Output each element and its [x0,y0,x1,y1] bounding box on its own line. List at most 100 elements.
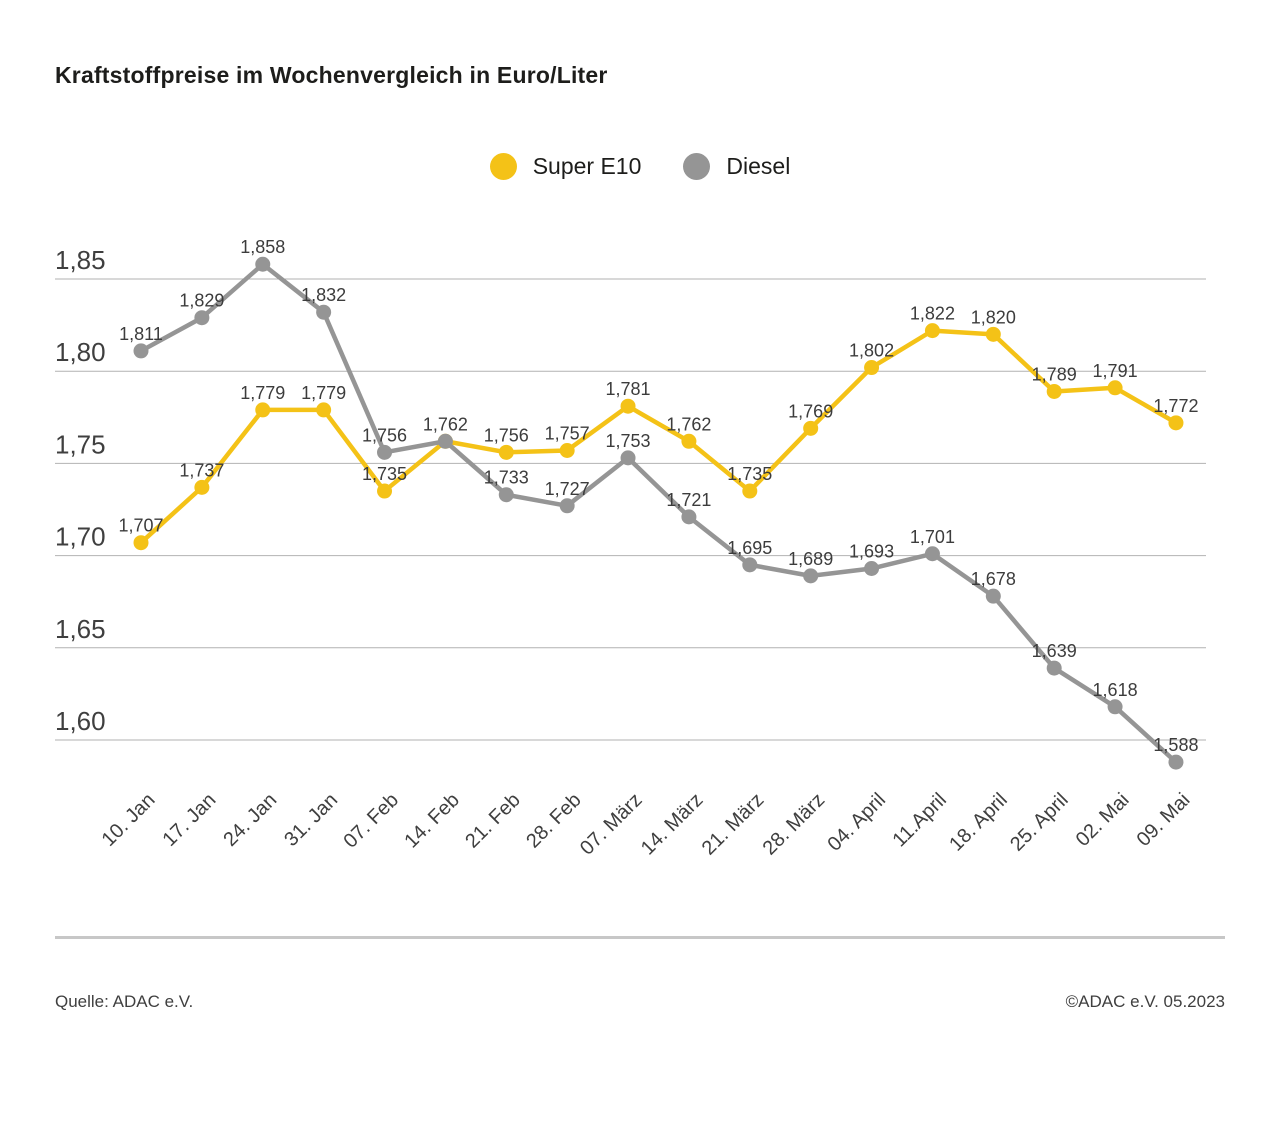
data-point-label: 1,762 [666,414,711,434]
data-point-super-e10 [620,398,636,414]
y-axis-label: 1,60 [55,706,106,736]
data-point-label: 1,678 [971,569,1016,589]
data-point-diesel [133,343,149,359]
data-point-label: 1,829 [179,291,224,311]
source-note: Quelle: ADAC e.V. [55,992,194,1011]
data-point-label: 1,707 [118,516,163,536]
data-point-diesel [742,557,758,573]
y-axis-label: 1,85 [55,245,106,275]
data-point-label: 1,735 [727,464,772,484]
chart-legend: Super E10 Diesel [0,153,1280,180]
x-axis-label: 10. Jan [98,789,160,851]
y-axis-label: 1,70 [55,522,106,552]
data-point-super-e10 [985,326,1001,342]
data-point-diesel [681,509,697,525]
page-title: Kraftstoffpreise im Wochenvergleich in E… [55,62,608,88]
data-point-super-e10 [498,444,514,460]
data-point-label: 1,832 [301,285,346,305]
x-axis-label: 02. Mai [1072,789,1134,851]
data-point-label: 1,689 [788,549,833,569]
data-point-label: 1,802 [849,341,894,361]
data-point-super-e10 [1107,380,1123,396]
data-point-super-e10 [681,433,697,449]
data-point-label: 1,695 [727,538,772,558]
super-e10-dot-icon [489,153,517,180]
x-axis-label: 24. Jan [219,789,281,851]
data-point-super-e10 [803,420,819,436]
data-point-label: 1,588 [1153,735,1198,755]
data-point-super-e10 [255,402,271,418]
data-point-diesel [498,487,514,503]
data-point-label: 1,727 [545,479,590,499]
data-point-super-e10 [316,402,332,418]
data-point-label: 1,757 [545,423,590,443]
data-point-diesel [559,498,575,514]
data-point-label: 1,791 [1093,361,1138,381]
y-axis-label: 1,65 [55,614,106,644]
y-axis-label: 1,75 [55,429,106,459]
x-axis-label: 11.April [889,789,951,851]
data-point-diesel [864,561,880,577]
data-point-diesel [437,433,453,449]
legend-item-super-e10: Super E10 [489,153,642,180]
data-point-label: 1,772 [1153,396,1198,416]
data-point-diesel [1046,660,1062,676]
data-point-label: 1,789 [1032,364,1077,384]
data-point-diesel [803,568,819,584]
data-point-label: 1,735 [362,464,407,484]
data-point-super-e10 [559,442,575,458]
data-point-label: 1,762 [423,414,468,434]
line-super-e10 [138,328,1179,545]
line-diesel [138,261,1179,765]
x-axis-label: 04. April [823,789,890,856]
x-axis-label: 14. März [637,789,708,860]
data-point-super-e10 [924,323,940,339]
legend-label-diesel: Diesel [726,153,791,179]
copyright-note: ©ADAC e.V. 05.2023 [1065,992,1225,1011]
data-point-label: 1,779 [301,383,346,403]
diesel-dot-icon [683,153,711,180]
x-axis-label: 21. März [698,789,769,860]
data-point-super-e10 [1046,383,1062,399]
data-point-label: 1,756 [362,425,407,445]
data-point-diesel [1107,699,1123,715]
footer-divider [55,936,1225,939]
x-axis-label: 14. Feb [400,789,464,853]
data-point-label: 1,753 [606,431,651,451]
data-point-label: 1,721 [666,490,711,510]
data-point-label: 1,769 [788,401,833,421]
x-axis-label: 07. März [576,789,647,860]
data-point-super-e10 [194,479,210,495]
x-axis-label: 18. April [945,789,1012,856]
data-point-super-e10 [864,360,880,376]
x-axis-label: 28. März [759,789,830,860]
data-point-super-e10 [377,483,393,499]
data-point-diesel [985,588,1001,604]
data-point-label: 1,820 [971,307,1016,327]
data-point-diesel [1168,754,1184,770]
data-point-diesel [194,310,210,326]
data-point-label: 1,701 [910,527,955,547]
data-point-label: 1,618 [1093,680,1138,700]
data-point-label: 1,811 [119,324,163,344]
data-point-diesel [255,256,271,272]
data-point-label: 1,858 [240,237,285,257]
x-axis-label: 31. Jan [280,789,342,851]
data-point-label: 1,639 [1032,641,1077,661]
x-axis-label: 21. Feb [461,789,525,853]
x-axis-label: 25. April [1006,789,1073,856]
legend-item-diesel: Diesel [683,153,790,180]
data-point-super-e10 [1168,415,1184,431]
legend-label-super-e10: Super E10 [532,153,642,179]
data-point-super-e10 [133,535,149,551]
y-axis-label: 1,80 [55,337,106,367]
x-axis-label: 17. Jan [158,789,220,851]
data-point-diesel [377,444,393,460]
data-point-label: 1,733 [484,468,529,488]
data-point-diesel [620,450,636,466]
data-point-diesel [924,546,940,562]
data-point-diesel [316,304,332,320]
data-point-label: 1,822 [910,304,955,324]
